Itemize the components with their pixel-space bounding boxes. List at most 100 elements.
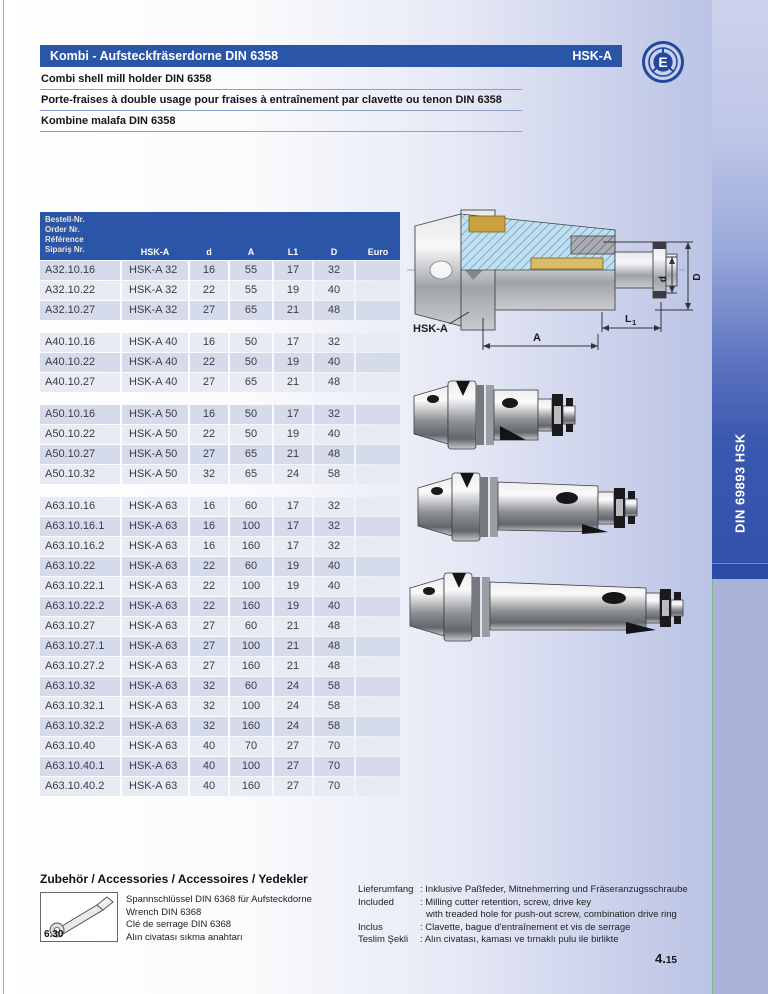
- cell-dd: 48: [314, 445, 354, 464]
- cell-d: 16: [190, 497, 228, 516]
- cell-l1: 21: [274, 637, 312, 656]
- cell-order-nr: A63.10.27: [40, 617, 120, 636]
- cell-euro: [356, 637, 400, 656]
- svg-text:D: D: [692, 273, 703, 280]
- cell-euro: [356, 497, 400, 516]
- subtitle-fr: Porte-fraises à double usage pour fraise…: [40, 90, 522, 111]
- cell-hsk-size: HSK-A 40: [122, 333, 188, 352]
- cell-hsk-size: HSK-A 63: [122, 757, 188, 776]
- cell-d: 27: [190, 657, 228, 676]
- cell-euro: [356, 577, 400, 596]
- cell-hsk-size: HSK-A 63: [122, 497, 188, 516]
- cell-d: 22: [190, 281, 228, 300]
- cell-order-nr: A40.10.27: [40, 373, 120, 392]
- table-group: A63.10.16 HSK-A 63 16 60 17 32 A63.10.16.1 HSK-…: [40, 497, 400, 796]
- svg-text:d: d: [658, 276, 669, 282]
- cell-dd: 70: [314, 777, 354, 796]
- cell-euro: [356, 777, 400, 796]
- hdr-bestell-nr: Bestell-Nr.: [45, 215, 85, 224]
- product-photo-long: [404, 556, 698, 657]
- cell-hsk-size: HSK-A 63: [122, 517, 188, 536]
- table-row: A50.10.22 HSK-A 50 22 50 19 40: [40, 425, 400, 444]
- cell-a: 60: [230, 617, 272, 636]
- cell-a: 70: [230, 737, 272, 756]
- cell-d: 22: [190, 557, 228, 576]
- cell-l1: 21: [274, 657, 312, 676]
- cell-d: 16: [190, 517, 228, 536]
- table-group: A40.10.16 HSK-A 40 16 50 17 32 A40.10.22 HSK-A …: [40, 333, 400, 392]
- delivery-row-fr: Inclus : Clavette, bague d'entraînement …: [358, 922, 698, 935]
- cell-euro: [356, 597, 400, 616]
- order-number-header: Bestell-Nr. Order Nr. Référence Sipariş …: [40, 212, 120, 260]
- table-group: A50.10.16 HSK-A 50 16 50 17 32 A50.10.22 HSK-A …: [40, 405, 400, 484]
- cell-l1: 19: [274, 353, 312, 372]
- cell-d: 22: [190, 353, 228, 372]
- delivery-text-tr: : Alın civatası, kaması ve tırnaklı pulu…: [420, 934, 619, 945]
- cell-order-nr: A63.10.40.1: [40, 757, 120, 776]
- col-header-l1: L1: [287, 247, 299, 257]
- cell-d: 27: [190, 617, 228, 636]
- hdr-siparis-nr: Sipariş Nr.: [45, 245, 85, 254]
- cell-euro: [356, 617, 400, 636]
- cell-euro: [356, 445, 400, 464]
- cell-order-nr: A63.10.32: [40, 677, 120, 696]
- svg-text:HSK-A: HSK-A: [413, 323, 448, 335]
- cell-a: 65: [230, 465, 272, 484]
- table-row: A50.10.16 HSK-A 50 16 50 17 32: [40, 405, 400, 424]
- cell-a: 160: [230, 657, 272, 676]
- cell-l1: 17: [274, 497, 312, 516]
- col-header-hsk-a: HSK-A: [140, 247, 170, 257]
- side-band-green-hairline: [712, 563, 768, 564]
- cell-a: 100: [230, 757, 272, 776]
- delivery-text-en-cont: with treaded hole for push-out screw, co…: [426, 909, 677, 920]
- table-row: A63.10.40.2 HSK-A 63 40 160 27 70: [40, 777, 400, 796]
- cell-order-nr: A63.10.16.2: [40, 537, 120, 556]
- col-header-a: A: [247, 247, 255, 257]
- cell-euro: [356, 757, 400, 776]
- technical-drawing: d D L 1 A HSK-A: [403, 200, 710, 365]
- subtitle-block: Combi shell mill holder DIN 6358 Porte-f…: [40, 69, 522, 132]
- cell-a: 60: [230, 557, 272, 576]
- table-row: A63.10.27.2 HSK-A 63 27 160 21 48: [40, 657, 400, 676]
- cell-d: 22: [190, 425, 228, 444]
- cell-a: 65: [230, 301, 272, 320]
- side-band-dark-strip: [712, 564, 768, 579]
- cell-d: 16: [190, 333, 228, 352]
- cell-d: 40: [190, 777, 228, 796]
- accessory-thumbnail: 6.30: [40, 892, 118, 942]
- toolholder-short-icon: [413, 380, 576, 450]
- accessory-line-tr: Alın civatası sıkma anahtarı: [126, 931, 243, 943]
- delivery-row-tr: Teslim Şekli : Alın civatası, kaması ve …: [358, 934, 698, 947]
- cell-hsk-size: HSK-A 50: [122, 445, 188, 464]
- cell-euro: [356, 517, 400, 536]
- cell-dd: 48: [314, 657, 354, 676]
- cell-d: 22: [190, 597, 228, 616]
- table-row: A63.10.16.2 HSK-A 63 16 160 17 32: [40, 537, 400, 556]
- side-band-gradient: [712, 0, 768, 563]
- cell-hsk-size: HSK-A 63: [122, 777, 188, 796]
- cell-hsk-size: HSK-A 32: [122, 301, 188, 320]
- cell-a: 50: [230, 353, 272, 372]
- delivery-label-tr: Teslim Şekli: [358, 934, 409, 945]
- cell-a: 65: [230, 373, 272, 392]
- cell-hsk-size: HSK-A 63: [122, 597, 188, 616]
- table-group: A32.10.16 HSK-A 32 16 55 17 32 A32.10.22 HSK-A …: [40, 261, 400, 320]
- cell-euro: [356, 425, 400, 444]
- cell-order-nr: A40.10.16: [40, 333, 120, 352]
- title-bar: Kombi - Aufsteckfräserdorne DIN 6358 HSK…: [40, 45, 622, 67]
- cell-dd: 40: [314, 281, 354, 300]
- cell-euro: [356, 697, 400, 716]
- col-header-dd: D: [330, 247, 338, 257]
- product-photo-short: [408, 372, 580, 463]
- cell-d: 40: [190, 737, 228, 756]
- cell-order-nr: A50.10.32: [40, 465, 120, 484]
- cell-hsk-size: HSK-A 63: [122, 617, 188, 636]
- cell-l1: 27: [274, 777, 312, 796]
- cell-euro: [356, 737, 400, 756]
- cell-order-nr: A32.10.16: [40, 261, 120, 280]
- cell-euro: [356, 677, 400, 696]
- table-row: A63.10.32.2 HSK-A 63 32 160 24 58: [40, 717, 400, 736]
- cell-euro: [356, 261, 400, 280]
- page-number: 4.15: [655, 950, 677, 968]
- cell-dd: 58: [314, 717, 354, 736]
